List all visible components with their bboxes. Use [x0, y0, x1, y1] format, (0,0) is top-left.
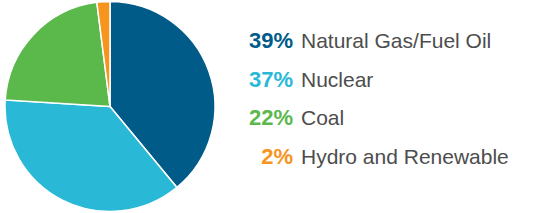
legend-value: 37%: [249, 67, 293, 92]
legend-value: 39%: [249, 28, 293, 53]
legend-label: Hydro and Renewable: [301, 145, 509, 168]
pie-slice: [97, 2, 110, 107]
legend: 39% Natural Gas/Fuel Oil 37% Nuclear 22% Coal…: [249, 28, 509, 169]
legend-value: 22%: [249, 105, 293, 130]
pie-slice: [5, 100, 177, 212]
pie: [5, 2, 215, 212]
legend-label: Coal: [301, 106, 344, 129]
legend-label: Nuclear: [301, 68, 373, 91]
pie-slice: [5, 2, 110, 106]
legend-label: Natural Gas/Fuel Oil: [301, 29, 491, 52]
chart: 39% Natural Gas/Fuel Oil 37% Nuclear 22% Coal…: [0, 0, 560, 213]
legend-value: 2%: [261, 144, 293, 169]
